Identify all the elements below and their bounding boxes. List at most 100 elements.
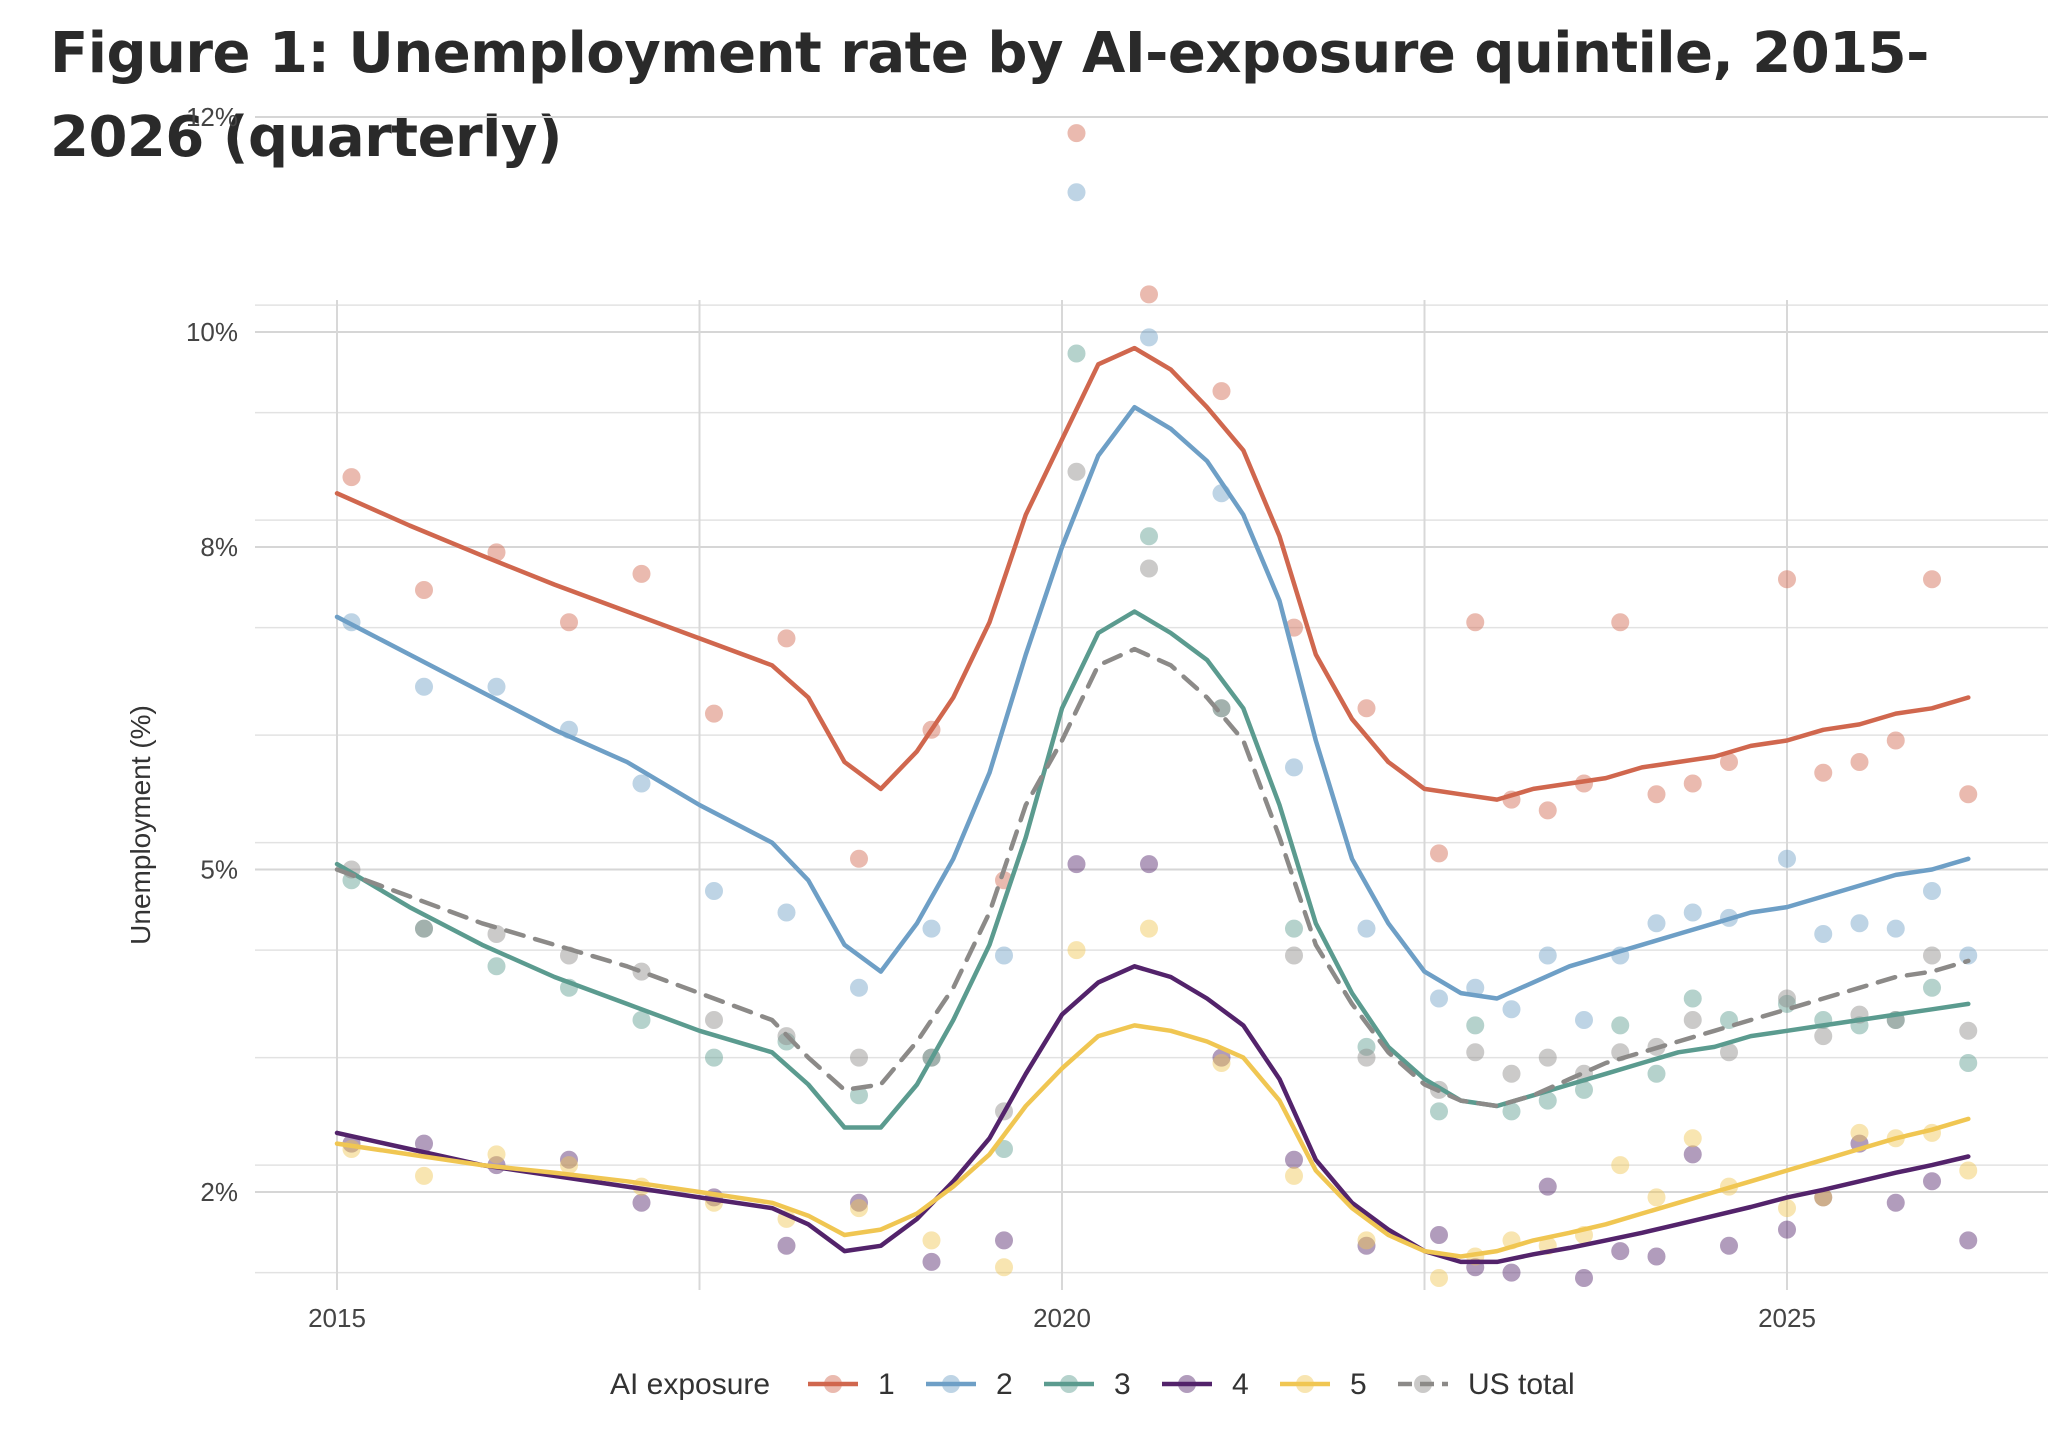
data-point — [705, 1048, 723, 1067]
data-point — [705, 882, 723, 900]
data-point — [1923, 570, 1941, 589]
data-point — [487, 543, 506, 562]
data-point — [1683, 1011, 1702, 1029]
data-point — [560, 613, 578, 632]
data-point — [1430, 844, 1448, 863]
y-tick-label: 2% — [200, 1177, 238, 1207]
data-point — [1778, 1199, 1796, 1218]
legend-swatch-point — [1178, 1375, 1196, 1393]
trend-line — [334, 964, 1971, 1265]
data-point — [1067, 344, 1086, 363]
data-points — [342, 124, 1978, 1287]
data-point — [1611, 1156, 1630, 1175]
legend-swatch-point — [1414, 1375, 1432, 1393]
data-point — [1140, 855, 1158, 874]
legend-label: US total — [1468, 1368, 1575, 1401]
data-point — [1212, 382, 1231, 401]
data-point — [705, 704, 723, 723]
data-point — [1357, 1048, 1376, 1067]
trend-line — [334, 609, 1971, 1130]
data-point — [1959, 1231, 1978, 1250]
data-point — [1067, 124, 1086, 143]
data-point — [1285, 1166, 1303, 1185]
data-point — [1720, 1043, 1738, 1062]
legend-swatch-point — [824, 1375, 842, 1393]
legend-label: 1 — [878, 1368, 895, 1401]
y-tick-label: 10% — [186, 317, 238, 347]
data-point — [1430, 1269, 1448, 1287]
data-point — [1285, 1150, 1303, 1169]
data-point — [705, 1011, 723, 1029]
data-point — [560, 1156, 578, 1175]
data-point — [1502, 1102, 1521, 1121]
legend-label: 2 — [996, 1368, 1013, 1401]
data-point — [1959, 785, 1978, 804]
data-point — [415, 581, 433, 599]
data-point — [1466, 613, 1485, 632]
data-point — [1285, 946, 1303, 965]
y-axis-ticks: 2% 5% 8% 10% 12% — [186, 102, 238, 1207]
data-point — [1212, 1048, 1231, 1067]
data-point — [415, 677, 433, 696]
data-point — [1140, 285, 1158, 304]
legend-label: 4 — [1232, 1368, 1249, 1401]
data-point — [1140, 559, 1158, 578]
data-point — [777, 903, 796, 922]
data-point — [777, 1236, 796, 1255]
data-point — [487, 677, 506, 696]
legend-label: 3 — [1114, 1368, 1131, 1401]
x-tick-label: 2015 — [308, 1303, 366, 1333]
data-point — [1778, 849, 1796, 868]
data-point — [1778, 989, 1796, 1008]
legend-swatch-point — [1060, 1375, 1078, 1393]
data-point — [922, 1231, 941, 1250]
data-point — [1611, 1242, 1630, 1261]
data-point — [1923, 946, 1941, 965]
data-point — [1140, 527, 1158, 546]
data-point — [1778, 1220, 1796, 1239]
data-point — [850, 1086, 868, 1105]
data-point — [1647, 914, 1666, 933]
y-tick-label: 5% — [200, 855, 238, 885]
data-point — [415, 919, 433, 938]
data-point — [632, 774, 651, 793]
data-point — [1959, 946, 1978, 965]
data-point — [1575, 1011, 1593, 1029]
data-point — [415, 919, 433, 938]
data-point — [487, 1145, 506, 1164]
data-point — [995, 946, 1013, 965]
data-point — [1611, 1016, 1630, 1035]
data-point — [1647, 1247, 1666, 1266]
data-point — [1502, 1064, 1521, 1083]
data-point — [1720, 753, 1738, 771]
data-point — [1502, 1000, 1521, 1019]
data-point — [560, 1150, 578, 1169]
data-point — [1430, 1102, 1448, 1121]
legend: AI exposure 1 2 3 4 5 US total — [610, 1368, 1575, 1401]
data-point — [1683, 989, 1702, 1008]
data-point — [342, 468, 361, 487]
data-point — [1538, 1048, 1557, 1067]
data-point — [1357, 1037, 1376, 1056]
data-point — [632, 1193, 651, 1212]
data-point — [1683, 774, 1702, 793]
y-tick-label: 8% — [200, 532, 238, 562]
data-point — [1814, 763, 1833, 782]
data-point — [1923, 882, 1941, 900]
data-point — [1067, 855, 1086, 874]
data-point — [487, 957, 506, 976]
data-point — [1778, 570, 1796, 589]
data-point — [850, 1048, 868, 1067]
data-point — [1357, 919, 1376, 938]
data-point — [632, 1011, 651, 1029]
data-point — [1850, 914, 1869, 933]
data-point — [1502, 1263, 1521, 1282]
data-point — [1357, 1231, 1376, 1250]
x-axis-ticks: 2015 2020 2025 — [308, 1303, 1816, 1333]
data-point — [1959, 1021, 1978, 1040]
data-point — [777, 629, 796, 648]
data-point — [1357, 699, 1376, 718]
data-point — [1212, 1054, 1231, 1072]
data-point — [1285, 919, 1303, 938]
